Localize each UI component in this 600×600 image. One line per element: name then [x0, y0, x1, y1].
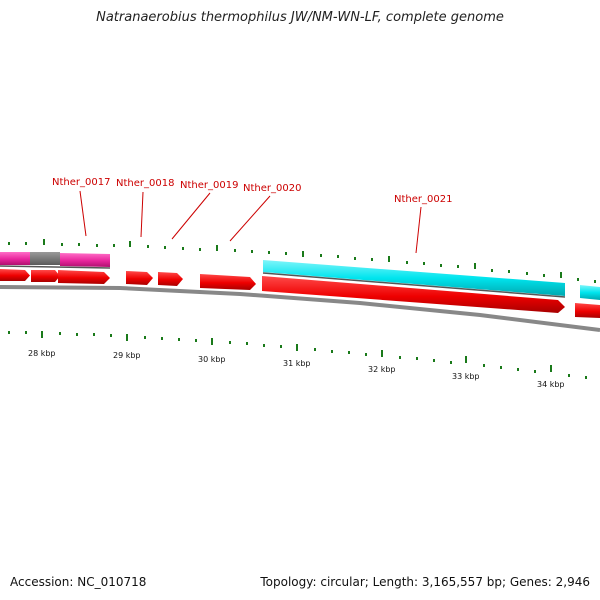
gene-label[interactable]: Nther_0020	[243, 183, 301, 194]
cds-arrow	[200, 274, 256, 290]
leader-line	[415, 206, 422, 254]
scale-label: 29 kbp	[113, 351, 141, 360]
gene-label[interactable]: Nther_0017	[52, 177, 110, 188]
lower-tick-row	[8, 331, 587, 379]
gene-label[interactable]: Nther_0019	[180, 180, 238, 191]
gene-label[interactable]: Nther_0021	[394, 194, 452, 205]
scale-label: 31 kbp	[283, 359, 311, 368]
cds-arrow	[0, 269, 30, 281]
gray-feature-block	[30, 252, 60, 265]
cds-arrow	[262, 276, 565, 313]
cds-arrow	[575, 303, 600, 318]
scale-label: 32 kbp	[368, 365, 396, 374]
accession-label: Accession: NC_010718	[10, 575, 147, 589]
scale-label: 34 kbp	[537, 380, 565, 389]
cds-track	[0, 269, 600, 318]
leader-line	[140, 191, 144, 238]
scale-label: 33 kbp	[452, 372, 480, 381]
leader-line	[171, 192, 211, 240]
rna-feature-bar	[263, 260, 565, 296]
gene-labels: Nther_0017 Nther_0018 Nther_0019 Nther_0…	[52, 177, 452, 205]
top-feature-track	[0, 252, 600, 300]
leader-line	[229, 195, 271, 242]
pink-feature-block	[0, 252, 30, 265]
gene-label[interactable]: Nther_0018	[116, 178, 174, 189]
rna-feature-bar	[580, 285, 600, 300]
genome-summary: Topology: circular; Length: 3,165,557 bp…	[260, 575, 590, 589]
pink-feature-block	[60, 253, 110, 267]
leader-line	[79, 190, 87, 237]
upper-tick-row	[8, 239, 596, 283]
map-title: Natranaerobius thermophilus JW/NM-WN-LF,…	[96, 10, 504, 25]
cds-arrow	[158, 272, 183, 286]
scale-label: 30 kbp	[198, 355, 226, 364]
genome-backbone	[0, 285, 600, 332]
cds-arrow	[58, 270, 110, 284]
pink-feature-underline	[0, 265, 111, 269]
rna-feature-underline	[262, 272, 566, 298]
scale-labels: 28 kbp 29 kbp 30 kbp 31 kbp 32 kbp 33 kb…	[28, 349, 565, 389]
cds-arrow	[31, 270, 60, 282]
cds-arrow	[126, 271, 153, 285]
scale-label: 28 kbp	[28, 349, 56, 358]
gene-leaders	[79, 190, 422, 254]
